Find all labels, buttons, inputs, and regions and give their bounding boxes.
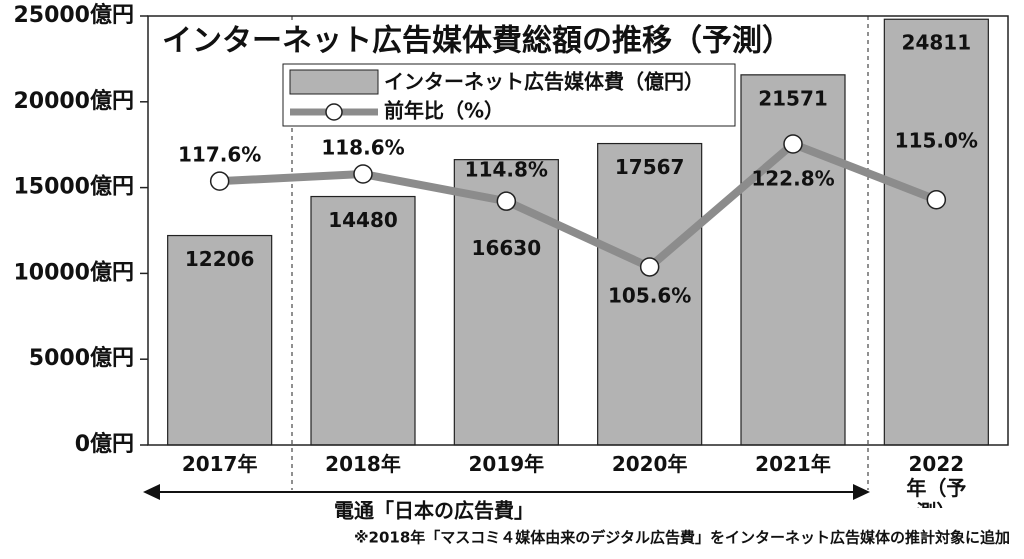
x-tick-label: 2022年（予測） — [906, 452, 967, 508]
source-bg — [318, 500, 550, 524]
y-tick-label: 0億円 — [75, 431, 134, 457]
x-tick-label: 2021年 — [755, 452, 831, 476]
arrow-head — [853, 484, 870, 500]
chart-title: インターネット広告媒体費総額の推移（予測） — [162, 24, 792, 59]
y-tick-label: 15000億円 — [13, 174, 134, 200]
line-point — [496, 191, 517, 211]
bar-label: 16630 — [472, 236, 542, 260]
bar-label: 12206 — [185, 247, 255, 271]
line-point — [209, 171, 230, 191]
line-label: 114.8% — [465, 158, 548, 182]
line-layer: 117.6% 118.6% 114.8% 105.6% 122.8% 115.0% — [178, 128, 978, 307]
bar — [883, 18, 989, 446]
line-label: 117.6% — [178, 143, 261, 167]
bar — [597, 142, 703, 446]
y-tick-label: 20000億円 — [13, 88, 134, 114]
x-tick-label: 2018年 — [325, 452, 401, 476]
note: ※2018年「マスコミ４媒体由来のデジタル広告費」をインターネット広告媒体の推計… — [354, 529, 1010, 547]
line-label: 115.0% — [895, 128, 978, 152]
x-tick-label-box: 2020年 — [611, 452, 688, 476]
x-tick-label: 2017年 — [181, 452, 258, 476]
grid — [140, 15, 148, 446]
bar-label: 24811 — [902, 31, 972, 55]
line — [219, 139, 938, 271]
line-point — [639, 257, 660, 277]
line-label: 118.6% — [321, 136, 404, 160]
line-point — [353, 164, 373, 184]
title-bg — [155, 20, 835, 62]
line-point — [783, 134, 803, 154]
y-tick-label: 25000億円 — [13, 2, 134, 28]
legend-label: インターネット広告媒体費（億円） — [384, 70, 704, 94]
x-tick-label-box: 2017年 — [181, 452, 258, 476]
x-tick-label-box: 2021年 — [755, 452, 831, 476]
line-label: 105.6% — [608, 283, 691, 307]
bar — [310, 195, 416, 446]
arrow-head — [143, 484, 160, 500]
x-tick-label: 2020年 — [611, 452, 688, 476]
x-tick-label-box: 2019年 — [468, 452, 545, 476]
bar-label: 14480 — [328, 208, 398, 232]
plot-frame — [147, 15, 1009, 446]
bar-label: 17567 — [615, 155, 685, 179]
x-tick-label-box: 2022年（予測） — [906, 452, 967, 508]
bar-label: 21571 — [758, 86, 828, 110]
y-tick-label: 10000億円 — [13, 259, 134, 285]
bar — [740, 74, 846, 446]
line-label: 122.8% — [751, 166, 834, 190]
legend-swatch — [325, 103, 343, 121]
source: 電通「日本の広告費」 — [334, 499, 534, 523]
legend: インターネット広告媒体費（億円） 前年比（%） — [282, 63, 736, 127]
y-tick-label: 5000億円 — [29, 345, 134, 371]
legend-label: 前年比（%） — [384, 99, 504, 123]
legend-swatch — [289, 69, 379, 95]
x-tick-label: 2019年 — [468, 452, 545, 476]
x-tick-label-box: 2018年 — [325, 452, 401, 476]
line-point — [926, 190, 947, 210]
